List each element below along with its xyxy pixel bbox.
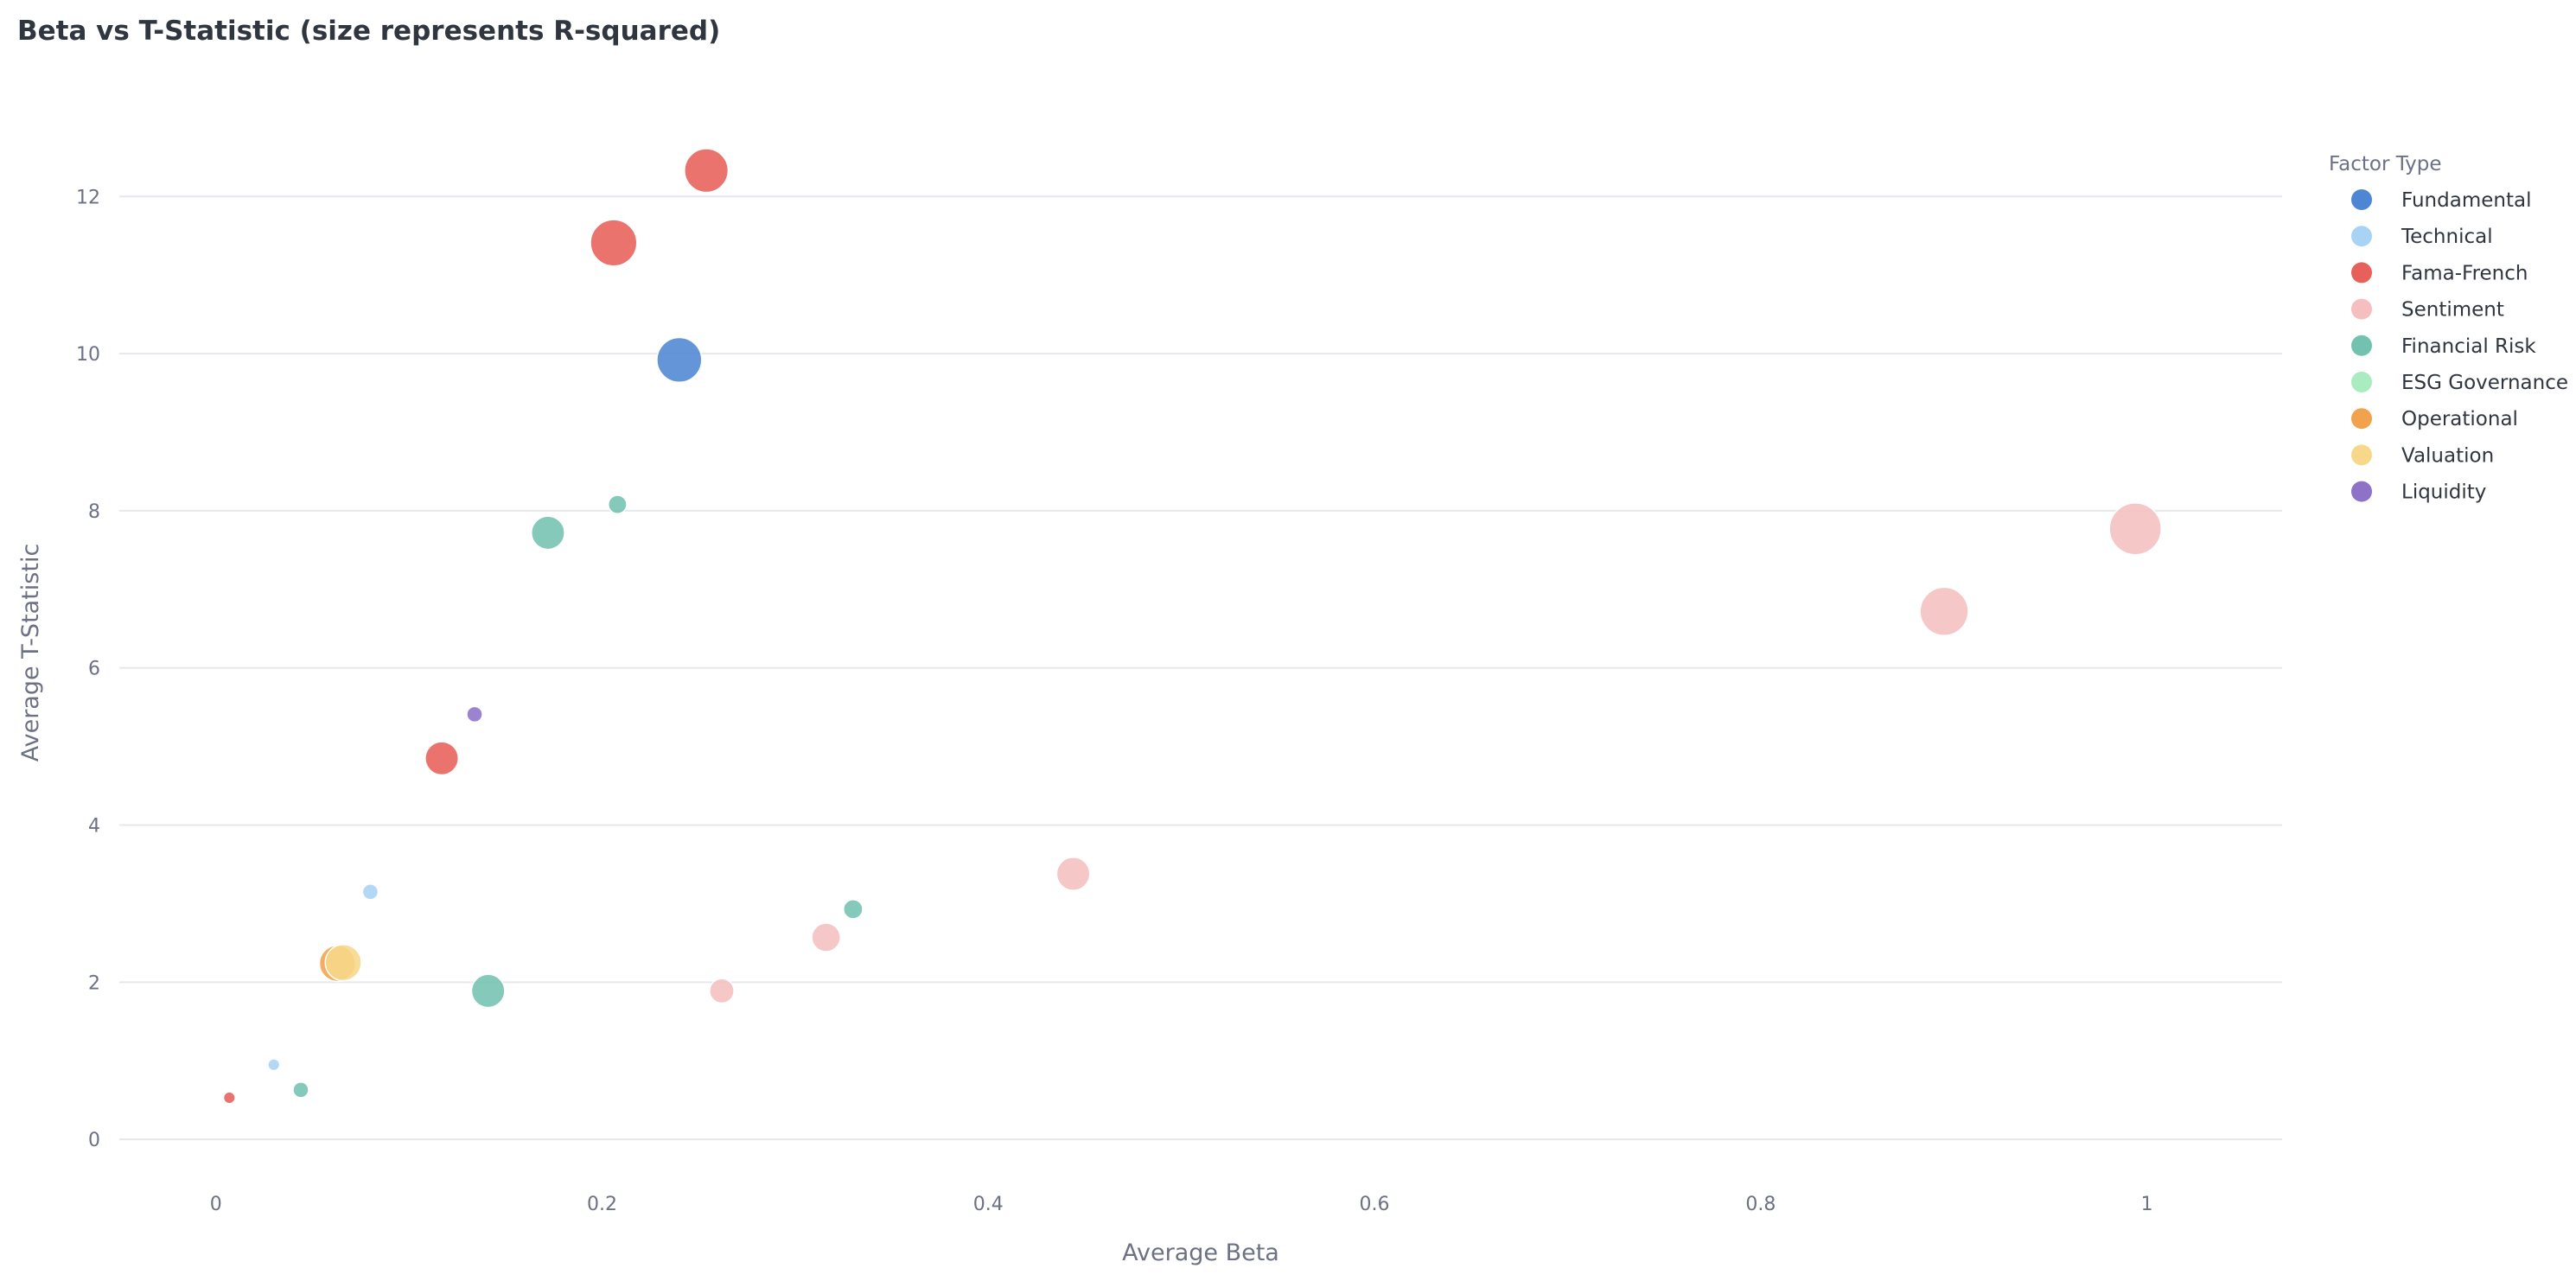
legend-swatch-technical[interactable]: [2351, 226, 2372, 247]
chart-title: Beta vs T-Statistic (size represents R-s…: [17, 16, 721, 47]
data-point-sentiment[interactable]: [1055, 856, 1091, 891]
x-tick-label: 0: [210, 1194, 222, 1215]
legend-swatch-liquidity[interactable]: [2351, 481, 2372, 502]
legend-label-operational[interactable]: Operational: [2401, 408, 2518, 430]
legend-label-valuation[interactable]: Valuation: [2401, 444, 2494, 467]
grid-layer: [119, 195, 2282, 1141]
legend-label-fama-french[interactable]: Fama-French: [2401, 262, 2528, 284]
y-axis-title: Average T-Statistic: [17, 544, 44, 762]
data-point-technical[interactable]: [267, 1058, 281, 1072]
data-point-fama-french[interactable]: [222, 1091, 236, 1105]
legend-label-liquidity[interactable]: Liquidity: [2401, 481, 2486, 504]
legend-swatch-operational[interactable]: [2351, 408, 2372, 430]
data-point-sentiment[interactable]: [811, 922, 841, 953]
legend-swatch-sentiment[interactable]: [2351, 298, 2372, 320]
y-tick-label: 2: [88, 972, 100, 994]
legend-swatch-fama-french[interactable]: [2351, 262, 2372, 284]
x-tick-label: 1: [2141, 1194, 2153, 1215]
data-point-sentiment[interactable]: [2108, 502, 2162, 556]
x-tick-label: 0.6: [1360, 1194, 1390, 1215]
y-tick-label: 8: [88, 501, 100, 523]
legend-label-esg-governance[interactable]: ESG Governance: [2401, 372, 2568, 394]
data-point-sentiment[interactable]: [1919, 586, 1969, 636]
data-point-valuation[interactable]: [324, 943, 362, 982]
data-point-financial-risk[interactable]: [470, 973, 506, 1009]
data-point-financial-risk[interactable]: [843, 898, 864, 920]
x-tick-label: 0.8: [1745, 1194, 1776, 1215]
data-point-fama-french[interactable]: [424, 741, 460, 776]
legend-label-sentiment[interactable]: Sentiment: [2401, 299, 2504, 322]
data-point-technical[interactable]: [361, 883, 379, 901]
data-point-financial-risk[interactable]: [292, 1081, 309, 1099]
legend-swatch-valuation[interactable]: [2351, 444, 2372, 466]
data-point-fundamental[interactable]: [656, 336, 703, 384]
legend: Factor Type Fundamental Technical Fama-Fre…: [2329, 153, 2568, 504]
data-point-financial-risk[interactable]: [530, 515, 565, 551]
y-tick-label: 4: [88, 816, 100, 838]
legend-label-technical[interactable]: Technical: [2401, 226, 2493, 248]
data-point-fama-french[interactable]: [590, 219, 638, 267]
legend-title: Factor Type: [2329, 153, 2442, 175]
legend-swatch-esg-governance[interactable]: [2351, 372, 2372, 392]
y-tick-label: 12: [76, 187, 100, 208]
data-point-fama-french[interactable]: [684, 148, 730, 194]
data-point-liquidity[interactable]: [466, 705, 483, 723]
data-point-financial-risk[interactable]: [607, 494, 628, 515]
y-tick-label: 6: [88, 659, 100, 680]
x-tick-label: 0.4: [973, 1194, 1004, 1215]
x-tick-label: 0.2: [587, 1194, 617, 1215]
tick-labels: 0 2 4 6 8 10 12 0 0.2 0.4 0.6 0.8 1: [76, 187, 2153, 1215]
legend-swatch-fundamental[interactable]: [2351, 189, 2372, 210]
legend-swatch-financial-risk[interactable]: [2351, 335, 2372, 356]
legend-label-financial-risk[interactable]: Financial Risk: [2401, 335, 2536, 358]
y-tick-label: 10: [76, 344, 100, 366]
data-point-sentiment[interactable]: [709, 978, 735, 1004]
x-axis-title: Average Beta: [1122, 1240, 1279, 1266]
legend-label-fundamental[interactable]: Fundamental: [2401, 189, 2531, 212]
y-tick-label: 0: [88, 1130, 100, 1151]
data-points: [222, 148, 2162, 1105]
